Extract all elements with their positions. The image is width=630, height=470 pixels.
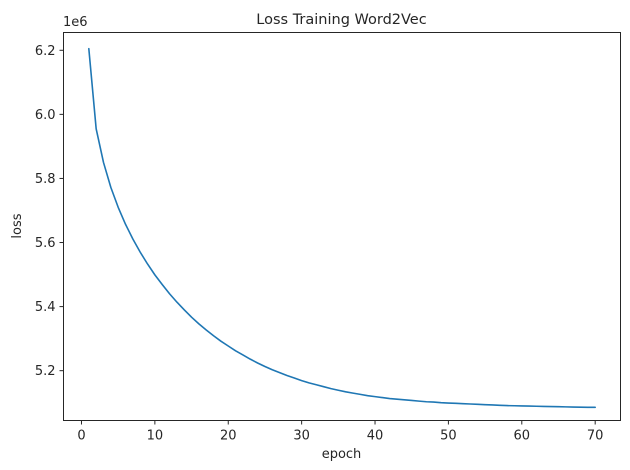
chart-title: Loss Training Word2Vec <box>256 12 426 28</box>
x-tick-label: 60 <box>514 429 531 444</box>
y-tick-label: 5.2 <box>35 364 56 379</box>
x-tick-label: 30 <box>293 429 310 444</box>
loss-series-line <box>88 47 596 409</box>
y-tick-label: 6.0 <box>35 108 56 123</box>
y-axis-label: loss <box>10 213 25 238</box>
x-tick-label: 50 <box>440 429 457 444</box>
plot-area <box>63 32 620 420</box>
x-tick-label: 40 <box>367 429 384 444</box>
y-tick-label: 5.8 <box>35 172 56 187</box>
x-tick-label: 10 <box>147 429 164 444</box>
y-tick-label: 5.6 <box>35 236 56 251</box>
y-scale-offset-label: 1e6 <box>63 15 88 30</box>
y-tick-label: 6.2 <box>35 44 56 59</box>
x-axis-ticks: 0 10 20 30 40 50 60 70 <box>77 420 604 444</box>
x-tick-label: 70 <box>587 429 604 444</box>
x-tick-label: 20 <box>220 429 237 444</box>
x-tick-label: 0 <box>77 429 85 444</box>
y-axis-ticks: 5.2 5.4 5.6 5.8 6.0 6.2 <box>35 44 64 379</box>
plot-frame <box>63 32 621 421</box>
x-axis-label: epoch <box>322 447 362 462</box>
y-tick-label: 5.4 <box>35 300 56 315</box>
